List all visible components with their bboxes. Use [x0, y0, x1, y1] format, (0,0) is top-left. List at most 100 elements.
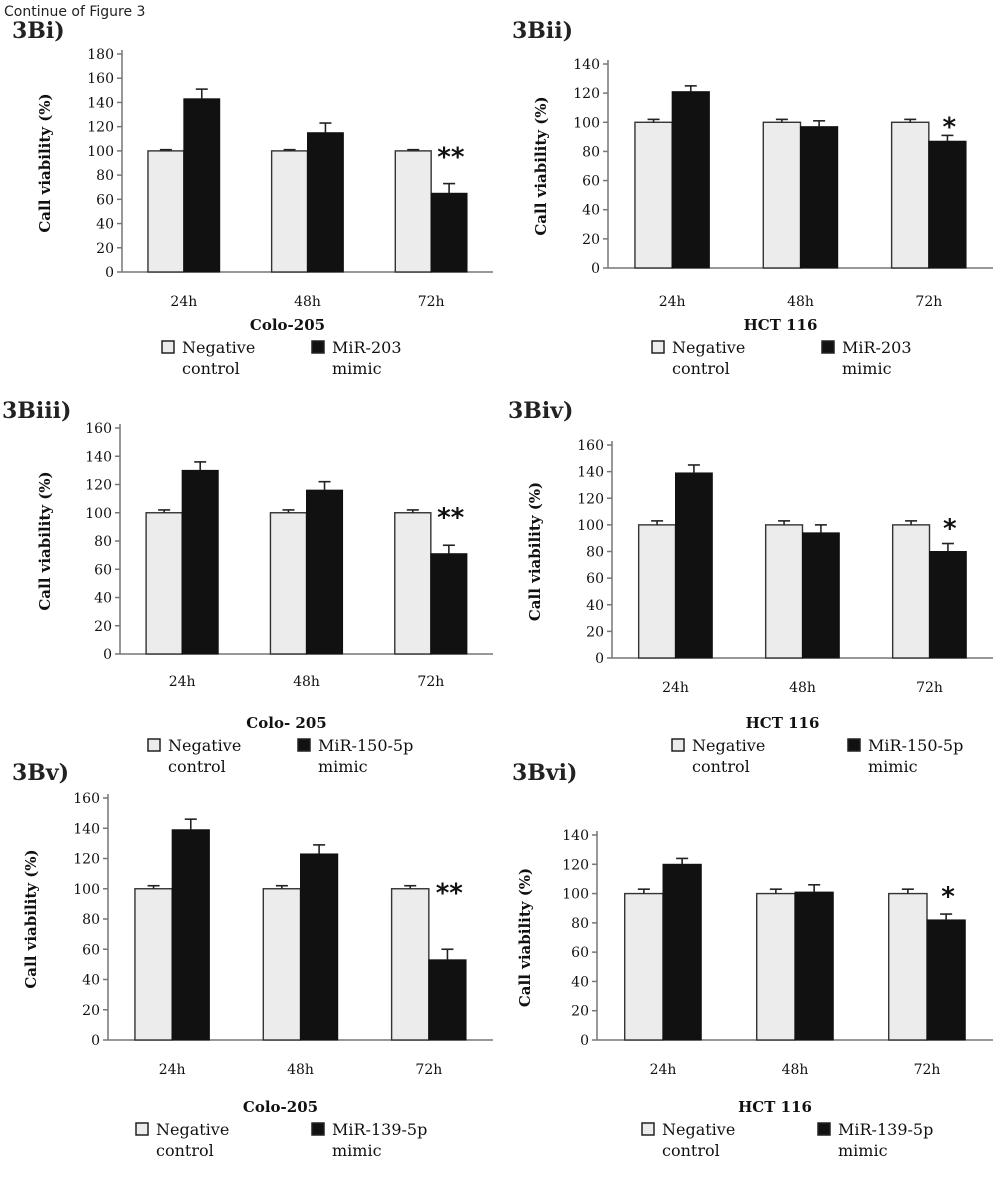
bar-mimic-48h: [794, 891, 834, 1041]
legend-swatch-negative-control: [135, 1122, 149, 1136]
significance-marker: *: [941, 882, 955, 912]
y-tick-label: 120: [573, 86, 600, 102]
legend-swatch-mimic: [311, 1122, 325, 1136]
y-tick-label: 140: [573, 57, 600, 73]
x-axis-label: HCT 116: [738, 1098, 812, 1116]
x-axis-label: Colo- 205: [246, 714, 326, 732]
x-tick-label: 72h: [415, 1062, 442, 1078]
bar-negative-control-24h: [634, 121, 673, 269]
y-tick-label: 20: [586, 624, 604, 640]
bar-mimic-72h: [929, 551, 967, 659]
y-tick-label: 80: [96, 168, 114, 184]
y-tick-label: 20: [96, 241, 114, 257]
bar-mimic-24h: [675, 472, 713, 659]
y-axis-label: Call viability (%): [526, 482, 544, 621]
y-tick-label: 40: [82, 973, 100, 989]
bar-mimic-72h: [926, 919, 966, 1041]
legend-swatch-mimic: [817, 1122, 831, 1136]
y-tick-label: 0: [103, 647, 112, 663]
legend-label: control: [156, 1141, 214, 1160]
y-tick-label: 80: [571, 916, 589, 932]
bar-mimic-24h: [183, 98, 221, 273]
legend-label: Negative: [156, 1120, 229, 1139]
legend-label: MiR-139-5p: [838, 1120, 933, 1139]
bar-negative-control-24h: [637, 524, 677, 659]
y-tick-label: 40: [582, 203, 600, 219]
legend-label: control: [182, 359, 240, 378]
y-tick-label: 100: [87, 144, 114, 160]
y-tick-label: 160: [73, 791, 100, 807]
y-tick-label: 0: [91, 1033, 100, 1049]
panel-label: 3Biv): [508, 398, 573, 424]
y-tick-label: 100: [85, 506, 112, 522]
x-tick-label: 72h: [914, 1062, 941, 1078]
bar-negative-control-48h: [764, 524, 804, 659]
y-tick-label: 20: [94, 619, 112, 635]
bar-negative-control-24h: [145, 512, 183, 655]
y-tick-label: 20: [82, 1003, 100, 1019]
y-tick-label: 40: [571, 974, 589, 990]
figure-caption: Continue of Figure 3: [4, 4, 145, 20]
bar-negative-control-24h: [624, 892, 664, 1041]
legend-swatch-negative-control: [161, 340, 175, 354]
x-tick-label: 48h: [287, 1062, 314, 1078]
bar-negative-control-24h: [147, 150, 185, 273]
bar-mimic-72h: [428, 959, 467, 1041]
bar-mimic-72h: [928, 140, 967, 269]
y-tick-label: 120: [577, 491, 604, 507]
bar-mimic-48h: [300, 853, 339, 1041]
x-tick-label: 48h: [789, 680, 816, 696]
chart-panel-1: 3Bi) 0 20 40 60 80 100 120 140 160 180 Call viabili…: [12, 18, 493, 378]
y-tick-label: 160: [85, 421, 112, 437]
x-tick-label: 72h: [418, 294, 445, 310]
legend-label: mimic: [332, 359, 382, 378]
legend-swatch-negative-control: [147, 738, 161, 752]
x-tick-label: 24h: [169, 674, 196, 690]
y-tick-label: 140: [87, 95, 114, 111]
y-tick-label: 120: [87, 120, 114, 136]
x-tick-label: 72h: [417, 674, 444, 690]
bar-negative-control-72h: [888, 892, 928, 1041]
x-axis-label: HCT 116: [746, 714, 820, 732]
panel-label: 3Bii): [512, 18, 573, 44]
bar-mimic-24h: [181, 469, 219, 655]
panel-label: 3Bvi): [512, 760, 577, 786]
bar-negative-control-72h: [891, 524, 931, 659]
legend-label: mimic: [838, 1141, 888, 1160]
y-tick-label: 60: [94, 562, 112, 578]
y-tick-label: 120: [85, 478, 112, 494]
y-axis-label: Call viability (%): [36, 471, 54, 610]
y-tick-label: 0: [591, 261, 600, 277]
y-tick-label: 140: [73, 821, 100, 837]
y-tick-label: 100: [73, 882, 100, 898]
y-tick-label: 140: [577, 465, 604, 481]
chart-panel-5: 3Bv) 0 20 40 60 80 100 120 140 160 Call viability …: [12, 760, 493, 1160]
x-tick-label: 72h: [916, 680, 943, 696]
panel-label: 3Biii): [2, 398, 71, 424]
y-tick-label: 160: [577, 438, 604, 454]
x-tick-label: 48h: [787, 294, 814, 310]
bar-mimic-48h: [307, 132, 344, 273]
x-tick-label: 24h: [659, 294, 686, 310]
legend-label: MiR-150-5p: [318, 736, 413, 755]
y-tick-label: 140: [562, 828, 589, 844]
y-axis-label: Call viability (%): [22, 849, 40, 988]
y-tick-label: 120: [562, 857, 589, 873]
legend-label: MiR-150-5p: [868, 736, 963, 755]
y-tick-label: 160: [87, 71, 114, 87]
y-tick-label: 0: [105, 265, 114, 281]
y-axis-label: Call viability (%): [532, 96, 550, 235]
legend-label: control: [168, 757, 226, 776]
bar-negative-control-48h: [762, 121, 802, 269]
y-tick-label: 20: [571, 1004, 589, 1020]
panel-label: 3Bi): [12, 18, 65, 44]
y-tick-label: 60: [571, 945, 589, 961]
legend-label: control: [692, 757, 750, 776]
x-axis-label: HCT 116: [744, 316, 818, 334]
y-tick-label: 40: [96, 217, 114, 233]
bar-negative-control-24h: [134, 888, 173, 1041]
y-axis-label: Call viability (%): [516, 868, 534, 1007]
y-tick-label: 40: [94, 591, 112, 607]
y-tick-label: 0: [595, 651, 604, 667]
